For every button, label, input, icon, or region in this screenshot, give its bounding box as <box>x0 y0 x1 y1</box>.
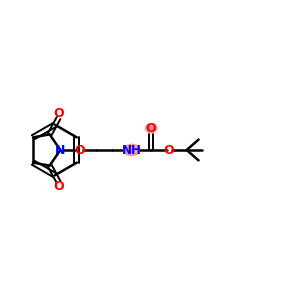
Text: O: O <box>53 180 64 193</box>
Text: O: O <box>164 143 174 157</box>
Text: O: O <box>53 107 64 120</box>
Text: O: O <box>74 143 85 157</box>
Ellipse shape <box>124 144 140 156</box>
Ellipse shape <box>146 124 157 133</box>
Text: O: O <box>146 122 156 135</box>
Text: N: N <box>55 143 65 157</box>
Text: NH: NH <box>122 143 142 157</box>
